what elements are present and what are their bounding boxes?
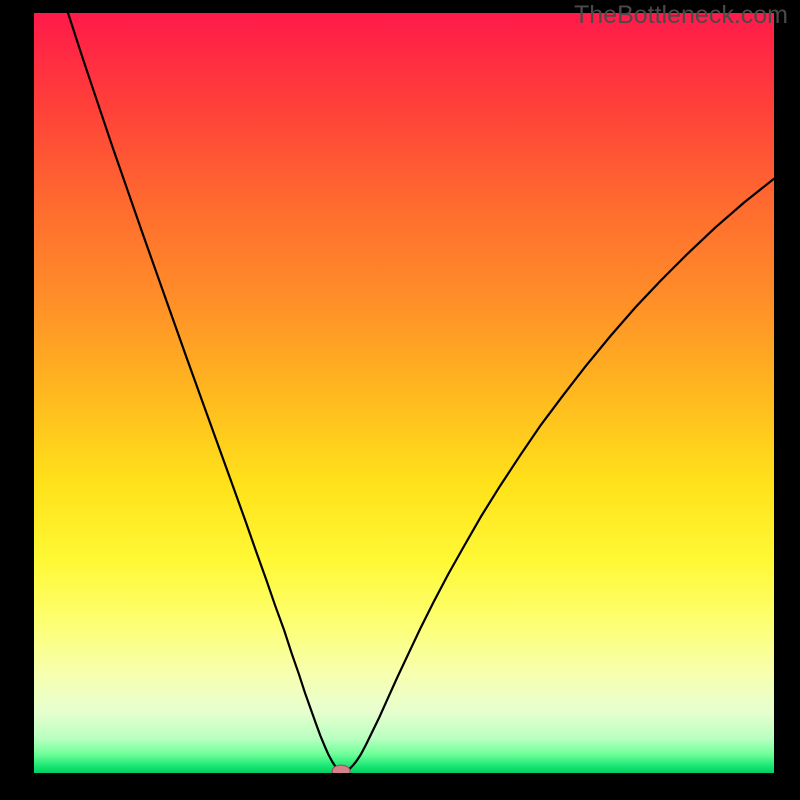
bottleneck-chart: [34, 13, 774, 773]
plot-area: [34, 13, 774, 773]
chart-frame: TheBottleneck.com: [0, 0, 800, 800]
optimal-point-marker: [332, 765, 350, 773]
gradient-background: [34, 13, 774, 773]
watermark-text: TheBottleneck.com: [574, 1, 788, 30]
